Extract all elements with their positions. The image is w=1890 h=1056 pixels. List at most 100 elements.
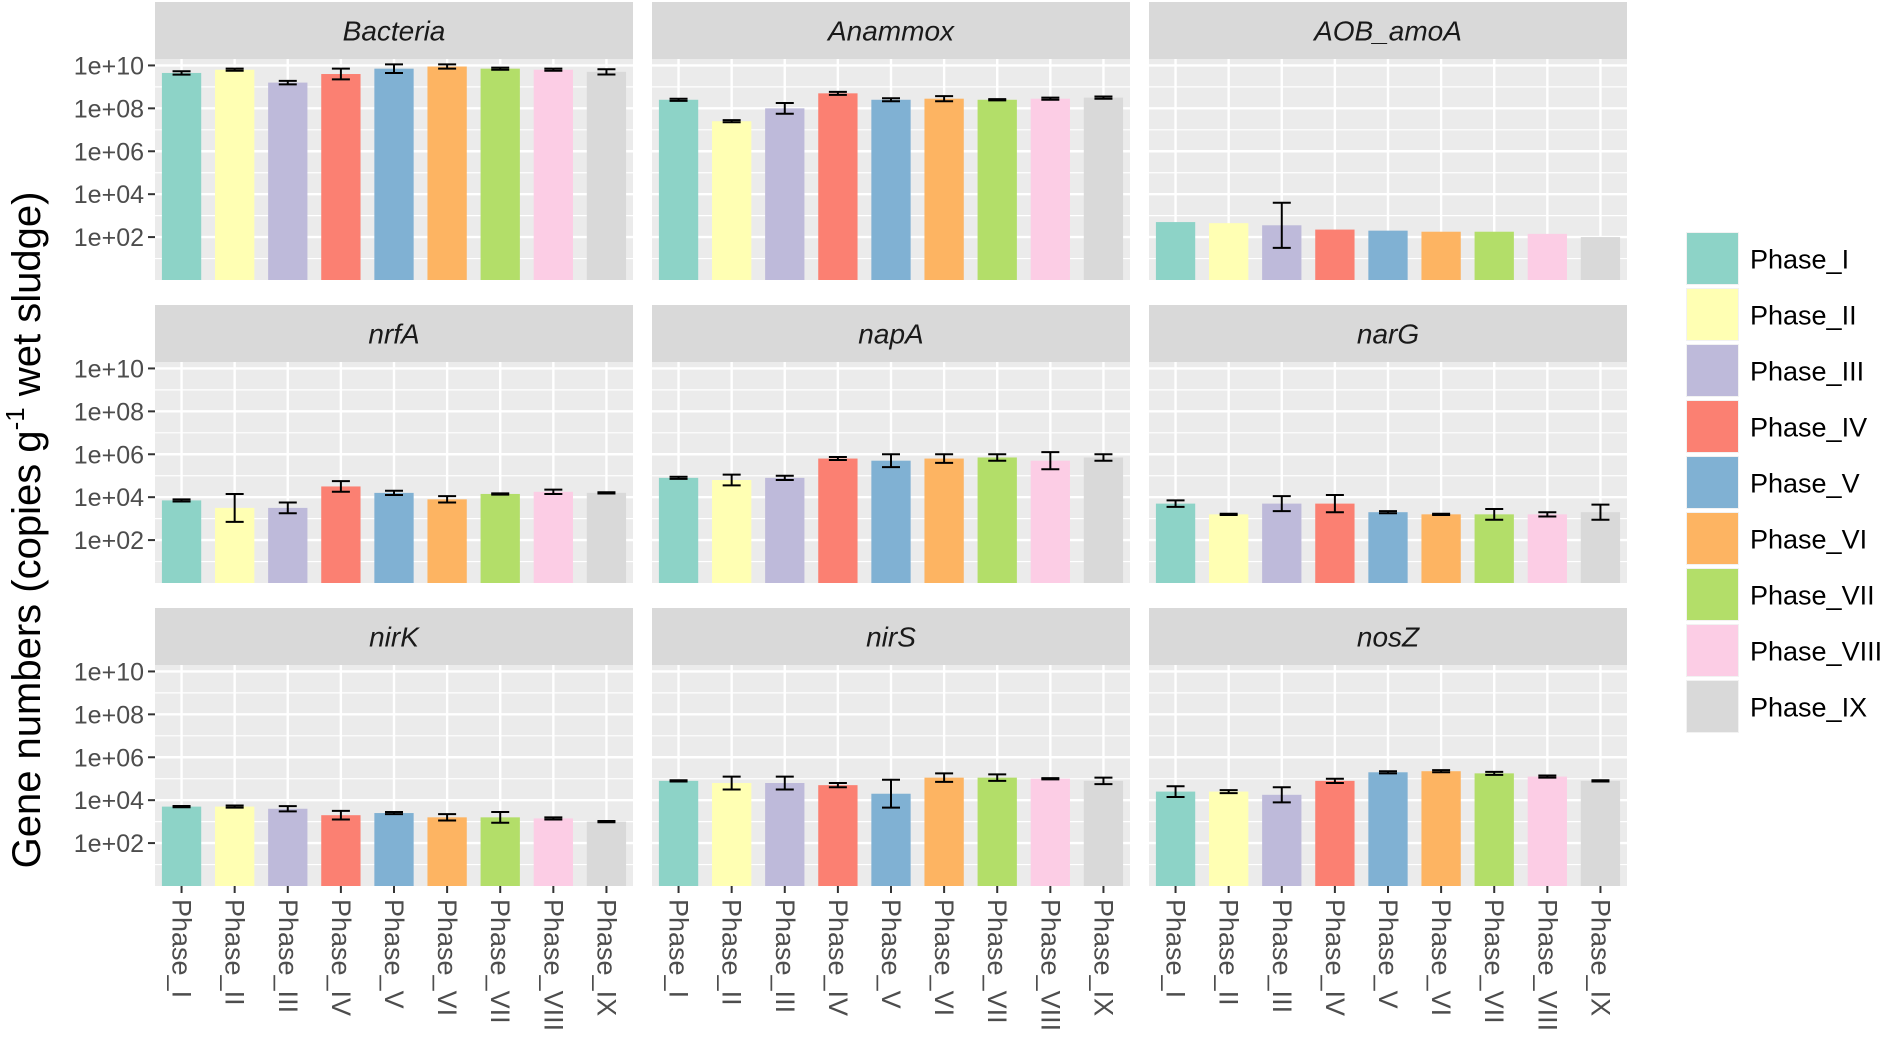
bar-phase-ii bbox=[712, 121, 752, 280]
bar-phase-v bbox=[374, 68, 414, 281]
bar-phase-ii bbox=[215, 806, 255, 886]
y-tick-label: 1e+06 bbox=[74, 744, 144, 772]
x-tick-label: Phase_I bbox=[664, 899, 694, 998]
bar-phase-vii bbox=[480, 68, 520, 281]
bar-phase-iii bbox=[268, 808, 308, 886]
panel-napa: napA bbox=[652, 305, 1130, 583]
error-bar bbox=[385, 489, 403, 497]
bar-phase-iv bbox=[818, 458, 858, 583]
panel-title: Bacteria bbox=[343, 16, 446, 47]
panel-nosz: nosZ Phase_I Phase_II Phase_III Phase_IV Phas… bbox=[1149, 608, 1627, 1031]
error-bar bbox=[935, 95, 954, 103]
error-bar bbox=[331, 67, 350, 81]
error-bar bbox=[385, 63, 403, 74]
panel-strip bbox=[1149, 305, 1627, 362]
error-bar bbox=[1379, 510, 1397, 515]
legend-label: Phase_I bbox=[1750, 245, 1849, 275]
bar-phase-viii bbox=[1030, 98, 1070, 280]
error-bar bbox=[1432, 512, 1451, 516]
bar-phase-iv bbox=[818, 785, 858, 886]
error-bar bbox=[1272, 495, 1291, 513]
error-bar bbox=[828, 456, 847, 462]
legend-item-phase-iii: Phase_III bbox=[1686, 344, 1864, 397]
legend-item-phase-i: Phase_I bbox=[1686, 232, 1849, 285]
panel-title: narG bbox=[1357, 319, 1419, 350]
y-tick-label: 1e+02 bbox=[74, 830, 144, 858]
error-bar bbox=[669, 97, 688, 102]
error-bar bbox=[1041, 451, 1060, 471]
y-tick-label: 1e+08 bbox=[74, 701, 144, 729]
panel-aob_amoa: AOB_amoA bbox=[1149, 2, 1627, 280]
bar-phase-v bbox=[1368, 230, 1408, 280]
bar-phase-v bbox=[871, 99, 911, 280]
panel-strip bbox=[1149, 608, 1627, 665]
error-bar bbox=[491, 810, 510, 824]
x-tick-label: Phase_IV bbox=[1320, 899, 1350, 1016]
x-tick-label: Phase_IX bbox=[1088, 899, 1118, 1016]
bar-phase-i bbox=[1155, 222, 1196, 280]
bar-phase-i bbox=[658, 99, 699, 280]
error-bar bbox=[669, 475, 688, 480]
panel-title: nosZ bbox=[1357, 622, 1420, 653]
legend-swatch bbox=[1687, 401, 1738, 452]
y-tick-label: 1e+02 bbox=[74, 527, 144, 555]
bar-phase-vi bbox=[427, 817, 467, 886]
bar-phase-iii bbox=[1262, 794, 1302, 886]
error-bar bbox=[1538, 511, 1557, 518]
y-tick-label: 1e+04 bbox=[74, 181, 144, 209]
legend-swatch bbox=[1687, 457, 1738, 508]
legend-item-phase-vi: Phase_VI bbox=[1686, 512, 1867, 565]
legend-label: Phase_IV bbox=[1750, 413, 1867, 443]
error-bar bbox=[1094, 776, 1113, 786]
error-bar bbox=[1272, 786, 1291, 804]
bar-phase-iv bbox=[1315, 503, 1355, 583]
error-bar bbox=[1094, 95, 1113, 100]
legend-swatch bbox=[1687, 233, 1738, 284]
bar-phase-i bbox=[658, 780, 699, 886]
panel-title: napA bbox=[858, 319, 923, 350]
error-bar bbox=[988, 453, 1007, 462]
bar-phase-ii bbox=[1209, 223, 1249, 280]
legend-label: Phase_V bbox=[1750, 469, 1860, 499]
error-bar bbox=[988, 98, 1007, 102]
bar-phase-viii bbox=[1030, 778, 1070, 886]
x-tick-label: Phase_II bbox=[1214, 899, 1244, 1006]
x-tick-label: Phase_IV bbox=[823, 899, 853, 1016]
y-tick-label: 1e+10 bbox=[74, 658, 144, 686]
bar-phase-iii bbox=[765, 108, 805, 280]
panel-nrfa: nrfA 1e+02 1e+04 1e+06 1e+08 1e+10 bbox=[74, 305, 633, 583]
error-bar bbox=[172, 498, 191, 503]
error-bar bbox=[669, 779, 688, 783]
legend-label: Phase_III bbox=[1750, 357, 1864, 387]
error-bar bbox=[988, 773, 1007, 782]
panel-bacteria: Bacteria 1e+02 1e+04 1e+06 1e+08 1e+10 bbox=[74, 2, 633, 281]
error-bar bbox=[1379, 770, 1397, 775]
panel-title: nirK bbox=[369, 622, 420, 653]
error-bar bbox=[828, 90, 847, 96]
error-bar bbox=[331, 480, 350, 493]
error-bar bbox=[1041, 777, 1060, 781]
panel-strip bbox=[652, 608, 1130, 665]
bar-phase-viii bbox=[1030, 460, 1070, 583]
panel-title: nirS bbox=[866, 622, 916, 653]
panel-strip bbox=[155, 608, 633, 665]
legend: Phase_I Phase_II Phase_III Phase_IV Phase_V P… bbox=[1686, 232, 1882, 733]
y-tick-label: 1e+10 bbox=[74, 355, 144, 383]
error-bar bbox=[278, 79, 297, 86]
bar-phase-vi bbox=[924, 98, 964, 280]
bar-phase-iv bbox=[1315, 780, 1355, 886]
bar-phase-v bbox=[374, 813, 414, 886]
x-tick-label: Phase_III bbox=[273, 899, 303, 1013]
error-bar bbox=[775, 474, 794, 482]
legend-swatch bbox=[1687, 625, 1738, 676]
error-bar bbox=[597, 491, 616, 495]
bar-phase-ix bbox=[1580, 512, 1621, 583]
legend-swatch bbox=[1687, 289, 1738, 340]
error-bar bbox=[775, 101, 794, 115]
x-tick-label: Phase_III bbox=[770, 899, 800, 1013]
x-tick-label: Phase_II bbox=[220, 899, 250, 1006]
error-bar bbox=[1538, 774, 1557, 779]
legend-swatch bbox=[1687, 569, 1738, 620]
error-bar bbox=[722, 473, 741, 487]
